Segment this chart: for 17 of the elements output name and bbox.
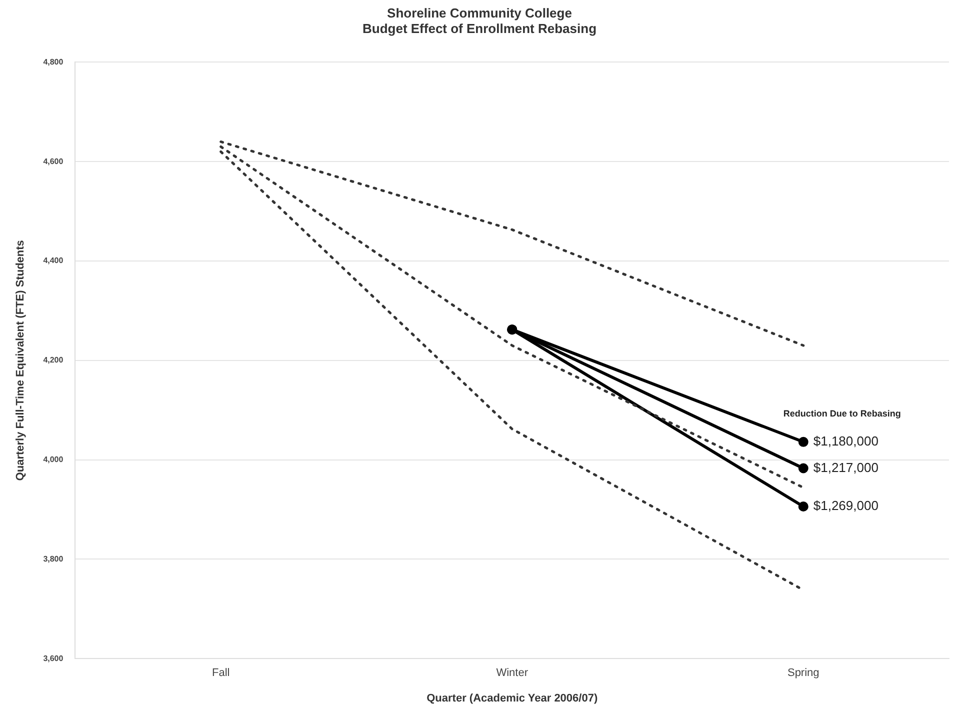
x-tick-label: Spring (787, 667, 820, 680)
x-axis-title: Quarter (Academic Year 2006/07) (426, 692, 598, 704)
y-tick-label: 4,600 (43, 156, 64, 166)
y-tick-label: 4,200 (43, 356, 64, 365)
annotation: $1,269,000 (813, 498, 878, 514)
y-axis-title: Quarterly Full-Time Equivalent (FTE) Students (14, 240, 27, 481)
y-tick-label: 3,800 (43, 554, 64, 564)
annotation: $1,217,000 (813, 460, 878, 475)
annotation: Reduction Due to Rebasing (783, 408, 901, 418)
x-tick-label: Fall (212, 667, 230, 680)
y-tick-label: 3,600 (43, 654, 64, 663)
y-tick-label: 4,000 (43, 455, 64, 464)
chart-title: Shoreline Community College Budget Effect of Enrollment Rebasing (362, 5, 597, 36)
annotation: $1,180,000 (813, 433, 878, 448)
y-tick-label: 4,800 (43, 57, 64, 66)
x-tick-label: Winter (496, 667, 528, 680)
y-tick-label: 4,400 (43, 256, 64, 266)
